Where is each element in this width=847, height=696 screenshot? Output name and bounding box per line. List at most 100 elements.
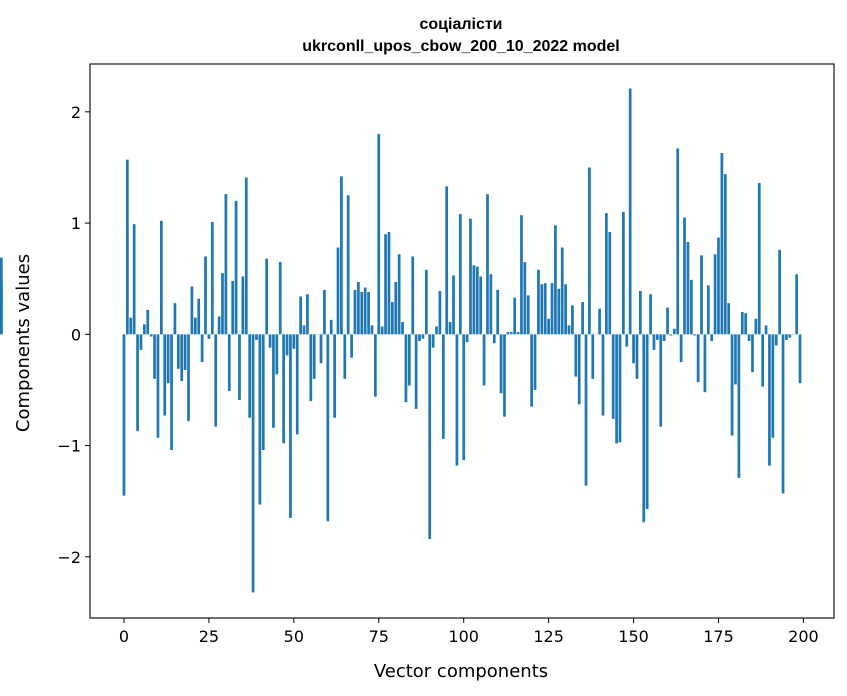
bar: [530, 334, 533, 407]
bar: [751, 334, 754, 373]
bar: [424, 269, 428, 335]
bar: [299, 296, 302, 335]
bar: [520, 215, 523, 335]
x-axis-ticks: 0 25 50 75 100 125 150 175 200: [119, 618, 819, 646]
bar: [720, 153, 724, 335]
bar: [543, 283, 547, 335]
bar: [639, 290, 642, 335]
bar: [421, 334, 425, 339]
bar: [0, 282, 3, 335]
bar: [475, 266, 479, 335]
bar: [306, 294, 309, 335]
bar: [404, 334, 408, 403]
bar: [509, 332, 513, 335]
bar: [285, 334, 289, 356]
x-tick-label: 175: [703, 627, 734, 646]
bar: [326, 334, 330, 522]
x-tick-label: 25: [199, 627, 219, 646]
bar: [234, 200, 238, 335]
bar: [173, 303, 177, 335]
bar: [367, 292, 370, 335]
bar: [343, 334, 347, 379]
bar: [353, 289, 357, 335]
bar: [441, 334, 445, 439]
bar: [210, 221, 214, 335]
bar: [768, 334, 771, 466]
bar: [469, 218, 472, 335]
bar: [479, 276, 483, 335]
bar: [289, 334, 292, 518]
bar: [723, 174, 727, 335]
bar: [340, 176, 343, 335]
bar: [672, 328, 676, 335]
bar: [492, 334, 496, 344]
bar: [537, 269, 540, 335]
bar: [312, 334, 316, 379]
bar: [730, 334, 734, 436]
bar: [557, 288, 561, 335]
bar: [275, 334, 279, 375]
y-tick-label: −1: [57, 437, 81, 456]
bar: [156, 334, 160, 438]
plot-frame: [89, 63, 835, 619]
bar: [282, 334, 285, 444]
bar: [489, 274, 493, 335]
bar: [611, 334, 615, 419]
bar: [197, 298, 201, 335]
bar: [435, 326, 438, 335]
bar: [774, 334, 778, 346]
bar: [394, 282, 398, 335]
bar: [448, 322, 452, 335]
bar: [584, 334, 588, 486]
bar: [214, 334, 218, 427]
bar: [554, 225, 557, 335]
y-axis-ticks: −2 −1 0 1 2: [57, 103, 90, 567]
bar: [397, 254, 401, 335]
bar: [788, 334, 792, 338]
bar: [683, 217, 686, 335]
bar: [591, 334, 595, 379]
x-tick-label: 0: [119, 627, 129, 646]
bar: [309, 334, 313, 402]
bar: [418, 334, 421, 341]
bar: [452, 275, 455, 335]
bar: [605, 213, 608, 335]
bar: [581, 302, 584, 335]
x-tick-label: 200: [788, 627, 819, 646]
bar: [737, 334, 741, 478]
bar: [149, 334, 153, 337]
bar: [319, 334, 323, 364]
x-tick-label: 50: [284, 627, 304, 646]
bar: [713, 254, 717, 335]
bar: [200, 334, 204, 363]
bar: [635, 334, 639, 379]
bar: [567, 325, 571, 335]
bar: [598, 308, 601, 335]
bar: [781, 334, 785, 494]
bar: [778, 249, 781, 335]
bar: [615, 334, 618, 444]
bar: [703, 334, 707, 393]
bar: [662, 334, 666, 341]
bar: [465, 334, 469, 343]
bar: [217, 316, 221, 335]
bar: [533, 334, 537, 390]
bar: [360, 292, 364, 335]
bar: [761, 334, 765, 387]
bar: [241, 276, 245, 335]
bar: [370, 325, 374, 335]
bar: [227, 334, 231, 392]
bar: [166, 334, 170, 384]
bar: [126, 159, 129, 335]
bar: [193, 317, 197, 335]
bar: [187, 334, 190, 422]
x-tick-label: 125: [533, 627, 564, 646]
bar: [740, 312, 744, 335]
bar: [255, 334, 258, 340]
x-tick-label: 75: [369, 627, 389, 646]
bar: [588, 167, 591, 335]
bar: [526, 295, 530, 335]
bar: [221, 273, 224, 335]
bar: [689, 279, 693, 335]
